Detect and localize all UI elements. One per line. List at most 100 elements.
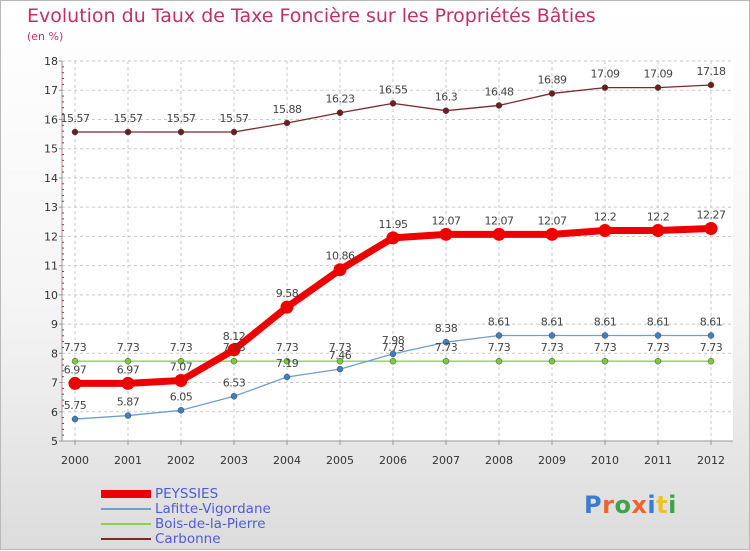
data-label: 6.53 xyxy=(223,376,246,389)
legend-label: PEYSSIES xyxy=(155,485,219,502)
data-point xyxy=(336,357,344,365)
data-point xyxy=(336,109,344,116)
x-tick-label: 2000 xyxy=(61,454,89,467)
data-label: 7.73 xyxy=(435,341,458,354)
logo-letter: r xyxy=(602,491,615,519)
data-point xyxy=(177,407,185,414)
data-label: 7.73 xyxy=(64,341,87,354)
data-label: 5.75 xyxy=(64,399,87,412)
data-point xyxy=(71,128,79,136)
data-label: 6.97 xyxy=(117,363,140,376)
data-point xyxy=(280,300,294,314)
data-label: 16.3 xyxy=(435,91,458,104)
data-label: 7.46 xyxy=(329,349,352,362)
data-label: 8.61 xyxy=(541,315,564,328)
data-label: 8.61 xyxy=(700,315,723,328)
data-label: 8.12 xyxy=(223,330,246,343)
data-point xyxy=(230,357,238,365)
proxiti-logo: Proxiti xyxy=(584,491,677,519)
data-label: 10.86 xyxy=(326,250,355,263)
data-label: 7.73 xyxy=(647,341,670,354)
data-point xyxy=(227,343,241,357)
legend-swatch xyxy=(101,489,151,498)
logo-letter: t xyxy=(656,491,669,519)
data-point xyxy=(283,373,291,381)
legend-label: Lafitte-Vigordane xyxy=(155,500,271,517)
x-tick-label: 2007 xyxy=(432,454,460,467)
data-point xyxy=(492,227,506,241)
y-tick-label: 11 xyxy=(44,260,58,273)
y-tick-label: 7 xyxy=(51,377,58,390)
y-tick-label: 13 xyxy=(44,201,58,214)
data-label: 7.73 xyxy=(170,341,193,354)
data-label: 17.18 xyxy=(697,65,726,78)
legend-item: Lafitte-Vigordane xyxy=(101,500,271,517)
x-tick-label: 2004 xyxy=(273,454,301,467)
data-label: 6.05 xyxy=(170,390,193,403)
y-tick-label: 14 xyxy=(44,172,58,185)
data-label: 12.2 xyxy=(647,211,670,224)
logo-letter: i xyxy=(668,491,677,519)
data-point xyxy=(124,412,132,419)
logo-letter: P xyxy=(584,491,603,519)
data-point xyxy=(177,128,185,136)
legend-item: Bois-de-la-Pierre xyxy=(101,516,271,532)
data-point xyxy=(601,332,609,339)
data-label: 12.07 xyxy=(538,214,567,227)
y-tick-label: 8 xyxy=(51,347,58,360)
data-label: 7.07 xyxy=(170,360,193,373)
data-label: 16.23 xyxy=(326,93,355,106)
data-point xyxy=(654,357,662,365)
x-tick-label: 2009 xyxy=(538,454,566,467)
legend: PEYSSIES Lafitte-Vigordane Bois-de-la-Pier… xyxy=(101,485,271,547)
data-point xyxy=(654,332,662,339)
y-tick-label: 18 xyxy=(44,55,58,68)
data-point xyxy=(704,221,718,235)
data-label: 12.07 xyxy=(485,214,514,227)
y-tick-label: 5 xyxy=(51,435,58,448)
data-label: 9.58 xyxy=(276,287,299,300)
data-label: 11.95 xyxy=(379,218,408,231)
x-tick-label: 2003 xyxy=(220,454,248,467)
x-tick-label: 2001 xyxy=(114,454,142,467)
logo-letter: x xyxy=(631,491,648,519)
data-point xyxy=(389,357,397,365)
data-point xyxy=(707,357,715,365)
data-point xyxy=(439,227,453,241)
chart-title: Evolution du Taux de Taxe Foncière sur l… xyxy=(27,5,596,27)
legend-swatch xyxy=(101,537,151,540)
x-tick-label: 2006 xyxy=(379,454,407,467)
data-label: 7.73 xyxy=(223,341,246,354)
data-label: 16.48 xyxy=(485,85,514,98)
data-label: 15.57 xyxy=(167,112,196,125)
data-point xyxy=(495,102,503,109)
data-point xyxy=(230,393,238,400)
x-tick-label: 2012 xyxy=(697,454,725,467)
data-label: 7.73 xyxy=(541,341,564,354)
data-label: 15.57 xyxy=(61,112,90,125)
data-point xyxy=(442,338,450,346)
x-tick-label: 2011 xyxy=(644,454,672,467)
data-point xyxy=(495,357,503,365)
data-point xyxy=(283,119,291,127)
legend-swatch xyxy=(101,507,151,510)
data-label: 16.55 xyxy=(379,83,408,96)
data-point xyxy=(177,357,185,365)
legend-label: Carbonne xyxy=(155,530,221,547)
y-tick-label: 6 xyxy=(51,406,58,419)
data-label: 15.57 xyxy=(114,112,143,125)
legend-item: Carbonne xyxy=(101,530,271,547)
y-tick-label: 16 xyxy=(44,113,58,126)
data-label: 8.61 xyxy=(647,315,670,328)
data-label: 8.61 xyxy=(594,315,617,328)
data-point xyxy=(333,263,347,277)
data-label: 8.38 xyxy=(435,322,458,335)
logo-letter: o xyxy=(614,491,632,519)
data-point xyxy=(336,365,344,373)
data-point xyxy=(389,100,397,107)
data-label: 15.57 xyxy=(220,112,249,125)
y-tick-label: 17 xyxy=(44,84,58,97)
data-point xyxy=(230,128,238,136)
data-label: 12.07 xyxy=(432,214,461,227)
data-point xyxy=(495,332,503,339)
